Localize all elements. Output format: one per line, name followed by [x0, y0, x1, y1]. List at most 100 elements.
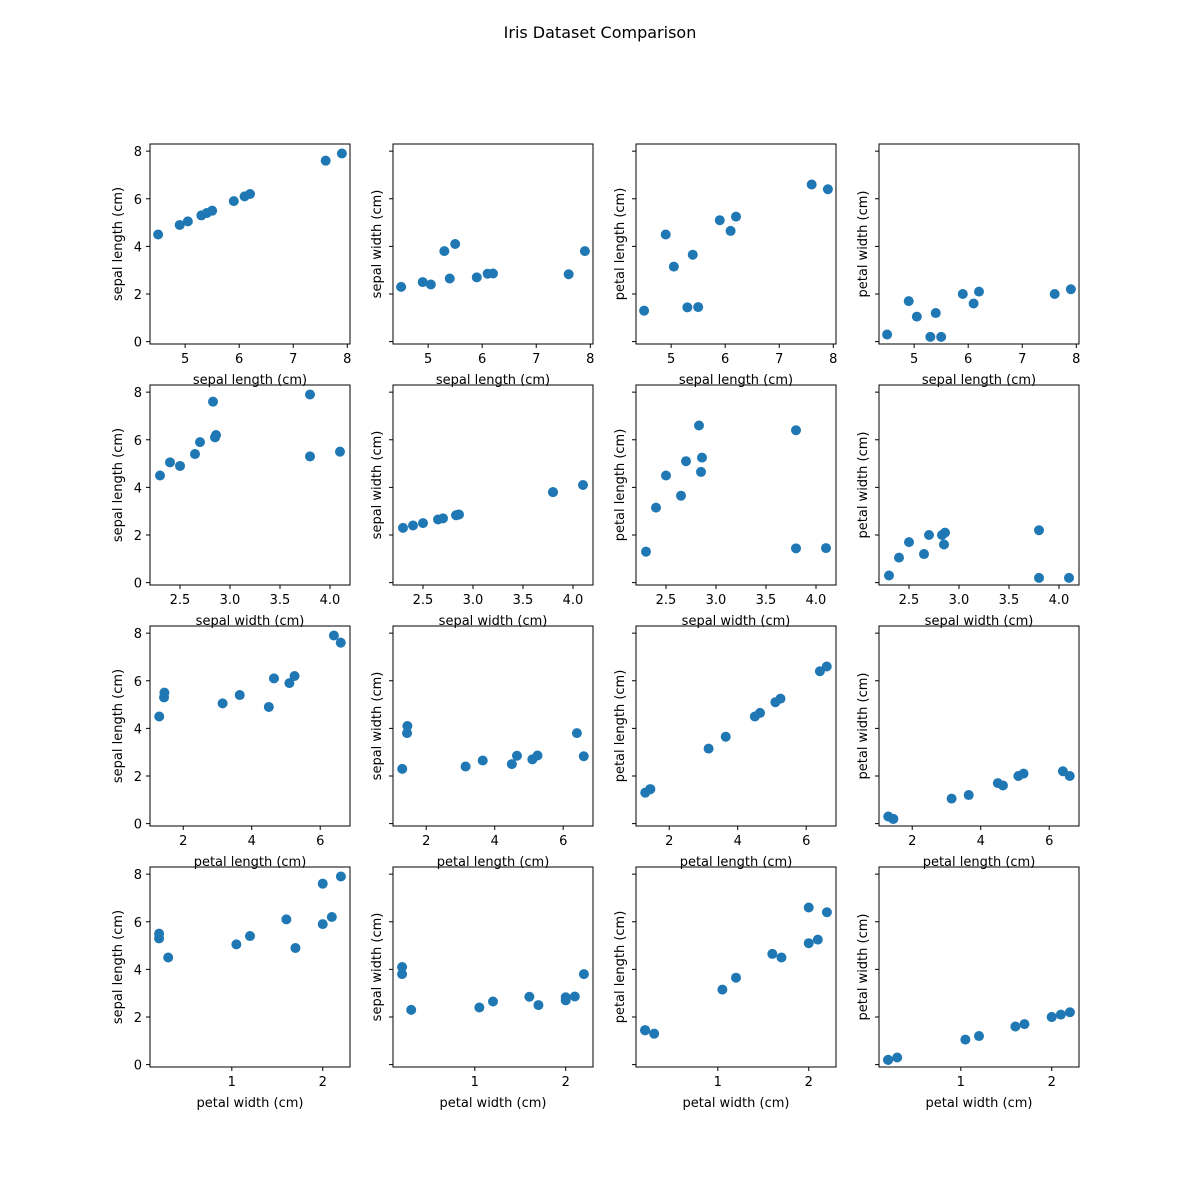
data-point	[335, 637, 346, 648]
axes-frame	[392, 143, 594, 345]
data-point	[1064, 572, 1074, 583]
x-tick-label: 4.0	[806, 593, 827, 608]
data-point	[641, 546, 651, 557]
axes-frame	[635, 384, 837, 586]
data-point	[488, 268, 498, 279]
data-point	[175, 460, 185, 471]
x-tick-label: 5	[667, 352, 675, 367]
data-point	[731, 972, 741, 983]
x-tick-label: 3.5	[270, 593, 291, 608]
y-tick-label: 4	[134, 963, 142, 978]
x-tick-label: 5	[910, 352, 918, 367]
y-tick-label: 2	[134, 288, 142, 303]
data-point	[450, 239, 461, 249]
data-point	[284, 678, 295, 689]
data-point	[211, 430, 221, 440]
y-tick-label: 6	[134, 916, 142, 931]
data-point	[997, 780, 1008, 791]
data-point	[439, 246, 450, 257]
x-axis-label-sepal-width-cm: sepal width (cm)	[925, 614, 1034, 629]
data-point	[661, 470, 671, 481]
subplot-2-3: 2 4 6 petal length (cm) petal width (cm)	[856, 625, 1080, 870]
data-point	[883, 1054, 894, 1065]
data-point	[438, 513, 448, 524]
data-point	[681, 456, 691, 467]
data-point	[1019, 1019, 1030, 1030]
y-axis-label-sepal-length-cm: sepal length (cm)	[111, 428, 126, 542]
x-tick-label: 7	[532, 352, 540, 367]
x-axis-label-sepal-width-cm: sepal width (cm)	[196, 614, 305, 629]
data-point	[1065, 284, 1076, 295]
data-point	[776, 952, 787, 963]
x-tick-label: 8	[829, 352, 837, 367]
data-point	[806, 179, 817, 190]
data-point	[579, 246, 590, 257]
data-point	[687, 249, 698, 260]
data-point	[289, 671, 300, 681]
data-point	[474, 1002, 485, 1013]
x-tick-label: 2.5	[899, 593, 920, 608]
data-point	[305, 389, 315, 400]
y-tick-label: 4	[134, 722, 142, 737]
data-point	[163, 952, 174, 963]
y-tick-label: 8	[134, 145, 142, 160]
axes-frame	[392, 625, 594, 827]
data-point	[477, 755, 488, 766]
data-point	[803, 902, 814, 913]
data-point	[717, 984, 728, 995]
subplot-2-0: 2 4 6 0 2 4 6 8 petal length (cm) sepal length (c…	[111, 625, 351, 870]
data-point	[571, 728, 582, 739]
data-point	[228, 196, 239, 207]
subplot-0-1: 5 6 7 8 sepal length (cm) sepal width (cm)	[370, 143, 594, 388]
data-point	[1010, 1021, 1021, 1032]
data-point	[397, 962, 408, 972]
x-axis-label-sepal-length-cm: sepal length (cm)	[922, 373, 1036, 388]
data-point	[524, 991, 535, 1002]
x-tick-label: 4	[491, 834, 499, 849]
data-point	[1064, 1007, 1075, 1018]
x-tick-label: 8	[343, 352, 351, 367]
x-tick-label: 3.0	[706, 593, 727, 608]
data-point	[155, 470, 165, 481]
x-tick-label: 8	[586, 352, 594, 367]
data-point	[911, 311, 922, 322]
x-tick-label: 2	[908, 834, 916, 849]
data-point	[720, 731, 731, 742]
data-point	[563, 269, 574, 280]
x-axis-label-petal-length-cm: petal length (cm)	[194, 855, 307, 870]
data-point	[930, 308, 941, 319]
data-point	[290, 942, 301, 953]
data-point	[511, 750, 522, 761]
x-tick-label: 3.0	[463, 593, 484, 608]
axes-frame	[392, 384, 594, 586]
axes-frame	[392, 866, 594, 1068]
data-point	[812, 934, 823, 945]
data-point	[937, 530, 947, 540]
x-axis-label-petal-width-cm: petal width (cm)	[440, 1096, 547, 1111]
y-axis-label-petal-length-cm: petal length (cm)	[613, 911, 628, 1024]
data-point	[639, 305, 650, 316]
data-point	[396, 281, 407, 292]
data-point	[533, 1000, 544, 1011]
data-point	[159, 687, 170, 698]
subplot-1-3: 2.5 3.0 3.5 4.0 sepal width (cm) petal width …	[856, 384, 1080, 629]
data-point	[939, 539, 949, 550]
x-axis-label-petal-width-cm: petal width (cm)	[197, 1096, 304, 1111]
axes-frame	[149, 866, 351, 1068]
x-axis-label-sepal-length-cm: sepal length (cm)	[679, 373, 793, 388]
data-point	[305, 451, 315, 462]
data-point	[974, 286, 984, 297]
x-axis-label-petal-width-cm: petal width (cm)	[683, 1096, 790, 1111]
data-point	[317, 919, 328, 930]
subplot-0-3: 5 6 7 8 sepal length (cm) petal width (cm)	[856, 143, 1080, 388]
data-point	[640, 1025, 651, 1036]
data-point	[190, 449, 200, 460]
data-point	[1046, 1012, 1057, 1022]
subplot-3-3: 1 2 petal width (cm) petal width (cm)	[856, 866, 1080, 1111]
data-point	[336, 148, 347, 159]
x-axis-label-sepal-width-cm: sepal width (cm)	[439, 614, 548, 629]
data-point	[775, 693, 786, 704]
data-point	[548, 487, 558, 498]
data-point	[903, 296, 914, 307]
data-point	[174, 219, 185, 230]
